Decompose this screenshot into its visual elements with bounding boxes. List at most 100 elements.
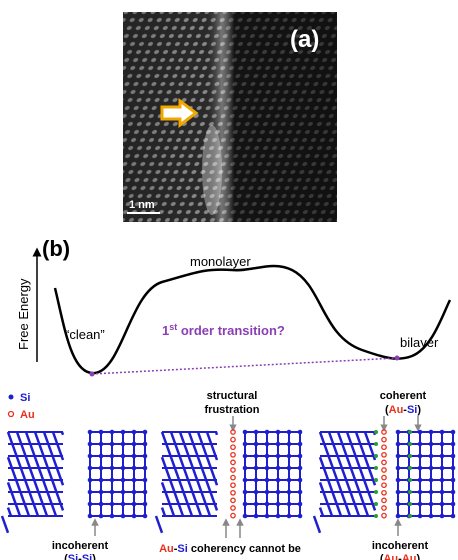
si-atom — [418, 442, 423, 447]
si-atom — [298, 430, 303, 435]
si-atom — [110, 454, 115, 459]
si-atom — [110, 478, 115, 483]
si-atom — [287, 502, 292, 507]
label: Au-Si coherency cannot be — [159, 543, 301, 555]
t: coherency cannot be — [188, 543, 301, 555]
si-atom — [143, 466, 148, 471]
au-atom — [231, 506, 235, 510]
page: { "panel_a": {"label": "(a)", "scale_bar… — [0, 0, 458, 560]
si-atom — [440, 490, 445, 495]
green-atom — [374, 454, 378, 458]
bond — [162, 508, 165, 516]
si-atom — [287, 454, 292, 459]
green-atom — [374, 514, 378, 518]
si-atom — [110, 514, 115, 519]
si-atom — [298, 442, 303, 447]
si-atom — [298, 478, 303, 483]
si-atom — [88, 466, 93, 471]
si-atom — [429, 514, 434, 519]
si-atom — [88, 514, 93, 519]
t: ) — [417, 553, 421, 560]
au-atom — [382, 513, 386, 517]
si-atom — [418, 454, 423, 459]
bond — [162, 457, 183, 516]
green-atom — [374, 442, 378, 446]
bond — [2, 516, 8, 533]
si-atom — [243, 454, 248, 459]
si-atom — [276, 514, 281, 519]
au-atom — [231, 475, 235, 479]
si-atom — [429, 466, 434, 471]
si-atom — [429, 502, 434, 507]
si-atom — [132, 454, 137, 459]
t: ) — [92, 553, 96, 560]
au-atom — [382, 445, 386, 449]
si-atom — [429, 454, 434, 459]
si-atom — [276, 502, 281, 507]
bond — [8, 508, 11, 516]
au-atom — [382, 468, 386, 472]
si-marker — [9, 395, 14, 400]
si-atom — [243, 430, 248, 435]
au-atom — [231, 453, 235, 457]
au-atom — [382, 460, 386, 464]
si-atom — [110, 442, 115, 447]
state-label: monolayer — [190, 254, 251, 269]
si-atom — [287, 442, 292, 447]
si-atom — [254, 514, 259, 519]
bond — [320, 508, 323, 516]
si-atom — [276, 430, 281, 435]
si-atom — [276, 478, 281, 483]
green-atom — [408, 514, 412, 518]
label: incoherent — [52, 540, 109, 552]
si-atom — [429, 442, 434, 447]
si-atom — [265, 442, 270, 447]
si-atom — [99, 502, 104, 507]
green-atom — [408, 502, 412, 506]
si-atom — [287, 478, 292, 483]
si-atom — [132, 490, 137, 495]
si-atom — [254, 442, 259, 447]
si-atom — [121, 466, 126, 471]
si-atom — [88, 502, 93, 507]
si-atom — [276, 454, 281, 459]
transition-line — [92, 358, 397, 374]
si-atom — [451, 454, 456, 459]
si-atom — [254, 490, 259, 495]
au-atom — [382, 483, 386, 487]
si-atom — [418, 430, 423, 435]
si-atom — [143, 478, 148, 483]
au-atom — [231, 498, 235, 502]
text: 1 — [162, 323, 169, 338]
green-atom — [408, 442, 412, 446]
green-atom — [374, 430, 378, 434]
panel-label: (b) — [42, 236, 70, 261]
si-atom — [99, 514, 104, 519]
si-atom — [254, 430, 259, 435]
t: Si — [82, 553, 92, 560]
si-atom — [396, 442, 401, 447]
si-atom — [265, 430, 270, 435]
si-atom — [110, 502, 115, 507]
si-atom — [451, 502, 456, 507]
si-atom — [143, 502, 148, 507]
si-atom — [132, 502, 137, 507]
si-atom — [243, 442, 248, 447]
si-atom — [298, 466, 303, 471]
si-atom — [396, 466, 401, 471]
si-atom — [451, 478, 456, 483]
au-atom — [231, 460, 235, 464]
si-atom — [121, 430, 126, 435]
bond — [44, 432, 63, 485]
bond — [156, 516, 162, 533]
endpoint — [90, 372, 95, 377]
si-atom — [99, 442, 104, 447]
au-marker — [9, 412, 14, 417]
energy-curve — [55, 266, 450, 373]
si-atom — [143, 490, 148, 495]
si-atom — [396, 514, 401, 519]
si-atom — [121, 478, 126, 483]
si-atom — [132, 514, 137, 519]
t: Au — [383, 553, 398, 560]
si-atom — [99, 490, 104, 495]
